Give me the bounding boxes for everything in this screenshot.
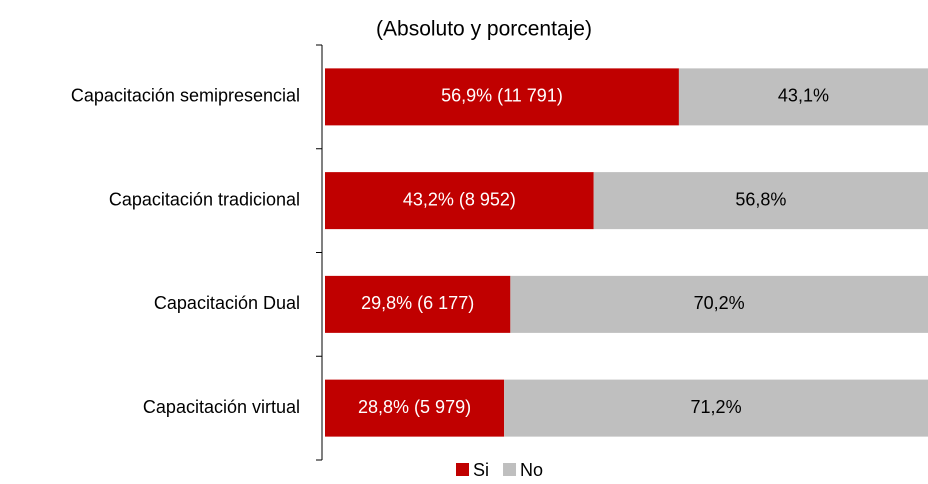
bar-segment: [325, 275, 511, 333]
y-tick-label: Capacitación tradicional: [109, 189, 300, 209]
data-label: 71,2%: [691, 397, 742, 417]
data-label: 29,8% (6 177): [361, 293, 474, 313]
bar-segment: [593, 172, 928, 230]
data-label: 43,1%: [778, 86, 829, 106]
legend-label: Si: [473, 460, 489, 480]
data-label: 43,2% (8 952): [403, 189, 516, 209]
bar-segment: [325, 68, 679, 126]
bar-segment: [325, 172, 594, 230]
data-label: 70,2%: [694, 293, 745, 313]
bar-segment: [504, 379, 928, 437]
legend-swatch: [503, 463, 517, 476]
y-tick-label: Capacitación Dual: [154, 293, 300, 313]
chart-subtitle: (Absoluto y porcentaje): [376, 18, 592, 41]
legend-label: No: [520, 460, 543, 480]
bar-segment: [510, 275, 928, 333]
bar-segment: [678, 68, 928, 126]
y-tick-label: Capacitación virtual: [143, 397, 300, 417]
bar-segment: [325, 379, 505, 437]
data-label: 56,8%: [735, 189, 786, 209]
legend-swatch: [456, 463, 469, 476]
data-label: 56,9% (11 791): [441, 86, 563, 106]
y-tick-label: Capacitación semipresencial: [71, 86, 300, 106]
data-label: 28,8% (5 979): [358, 397, 471, 417]
